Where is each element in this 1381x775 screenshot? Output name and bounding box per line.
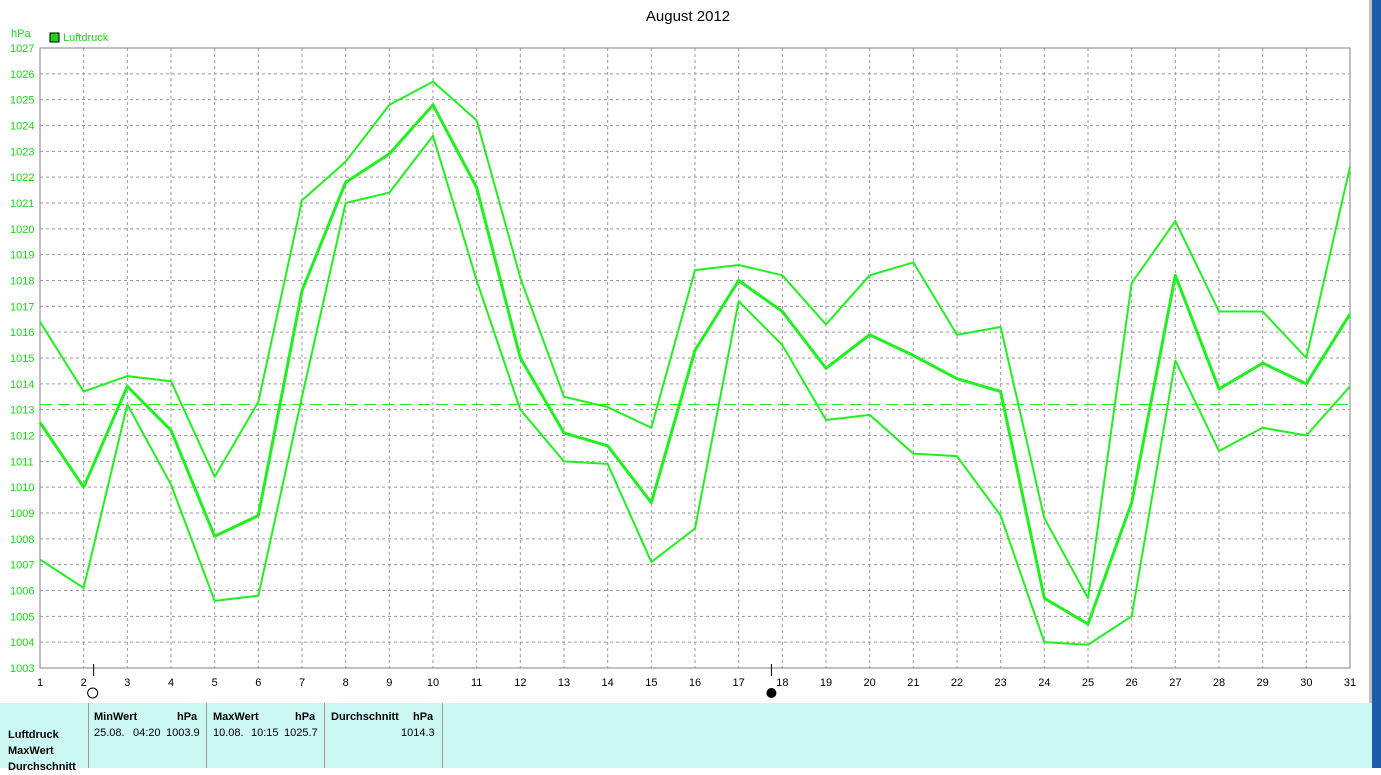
x-tick-label: 18 [776, 677, 788, 689]
stats-panel: Luftdruck MaxWert Durchschnitt MinWert h… [0, 703, 1372, 773]
x-tick-label: 25 [1082, 677, 1094, 689]
x-tick-labels: 1 2 3 4 5 6 7 8 9 10 11 12 13 14 15 16 17 18 19 20 21 22 23 24 2… [37, 677, 1356, 689]
min-value: 1003.9 [166, 727, 200, 739]
legend-label: Luftdruck [63, 32, 109, 44]
y-tick-label: 1022 [10, 172, 34, 184]
row-label-luftdruck: Luftdruck [8, 729, 59, 741]
x-tick-label: 12 [514, 677, 526, 689]
x-tick-label: 27 [1169, 677, 1181, 689]
y-tick-label: 1025 [10, 95, 34, 107]
y-tick-label: 1027 [10, 43, 34, 55]
x-tick-label: 1 [37, 677, 43, 689]
grid [39, 47, 1351, 669]
x-tick-label: 30 [1300, 677, 1312, 689]
x-tick-label: 26 [1126, 677, 1138, 689]
max-date: 10.08. [213, 727, 244, 739]
y-tick-label: 1023 [10, 146, 34, 158]
min-date: 25.08. [94, 727, 125, 739]
max-unit: hPa [295, 711, 316, 723]
y-tick-label: 1011 [10, 456, 34, 468]
y-tick-label: 1018 [10, 276, 34, 288]
x-tick-label: 23 [995, 677, 1007, 689]
filled-circle-marker [766, 688, 777, 698]
series-line-min [39, 134, 1351, 646]
y-tick-label: 1003 [10, 663, 34, 675]
min-time: 04:20 [133, 727, 161, 739]
y-tick-label: 1019 [10, 250, 34, 262]
series-line-mean [38, 103, 1352, 626]
x-tick-label: 22 [951, 677, 963, 689]
legend-swatch [49, 32, 60, 43]
x-tick-label: 8 [343, 677, 349, 689]
x-tick-label: 21 [907, 677, 919, 689]
y-tick-label: 1015 [10, 353, 34, 365]
y-tick-label: 1008 [10, 534, 34, 546]
y-axis-unit: hPa [11, 28, 31, 40]
avg-box: Durchschnitt hPa 1014.3 [324, 703, 443, 768]
day-markers [87, 664, 777, 699]
window-edge [1369, 0, 1372, 768]
x-tick-label: 19 [820, 677, 832, 689]
x-tick-label: 2 [81, 677, 87, 689]
y-tick-label: 1004 [10, 637, 34, 649]
x-tick-label: 7 [299, 677, 305, 689]
y-tick-labels: 1003 1004 1005 1006 1007 1008 1009 1010 1011 1012… [10, 43, 34, 675]
x-tick-label: 14 [602, 677, 614, 689]
y-tick-label: 1010 [10, 482, 34, 494]
row-label-durchschnitt: Durchschnitt [8, 761, 76, 773]
x-tick-label: 16 [689, 677, 701, 689]
y-tick-label: 1013 [10, 405, 34, 417]
series-lines [38, 80, 1352, 646]
row-label-maxwert: MaxWert [8, 745, 54, 757]
y-tick-label: 1016 [10, 327, 34, 339]
min-box: MinWert hPa 25.08. 04:20 1003.9 [88, 703, 206, 768]
series-line-max [39, 80, 1351, 600]
x-tick-label: 4 [168, 677, 174, 689]
x-tick-label: 9 [386, 677, 392, 689]
x-tick-label: 29 [1257, 677, 1269, 689]
y-tick-label: 1021 [10, 198, 34, 210]
max-value: 1025.7 [284, 727, 318, 739]
avg-value: 1014.3 [401, 727, 435, 739]
open-circle-marker [87, 687, 99, 699]
x-tick-label: 28 [1213, 677, 1225, 689]
x-tick-label: 24 [1038, 677, 1050, 689]
x-tick-label: 20 [864, 677, 876, 689]
y-tick-label: 1009 [10, 508, 34, 520]
x-tick-label: 10 [427, 677, 439, 689]
window-edge-blue [1372, 0, 1381, 768]
x-tick-label: 5 [212, 677, 218, 689]
x-tick-label: 15 [645, 677, 657, 689]
y-tick-label: 1026 [10, 69, 34, 81]
x-tick-label: 11 [471, 677, 482, 689]
y-tick-label: 1017 [10, 301, 34, 313]
y-tick-label: 1020 [10, 224, 34, 236]
avg-header: Durchschnitt [331, 711, 399, 723]
max-box: MaxWert hPa 10.08. 10:15 1025.7 [206, 703, 324, 768]
x-tick-label: 17 [733, 677, 745, 689]
pressure-chart: August 2012 hPa Luftdruck 10031004100510… [10, 8, 1356, 699]
chart-title: August 2012 [646, 8, 730, 25]
avg-unit: hPa [413, 711, 434, 723]
y-tick-label: 1024 [10, 121, 34, 133]
y-tick-label: 1012 [10, 431, 34, 443]
x-tick-label: 3 [124, 677, 130, 689]
y-tick-label: 1005 [10, 611, 34, 623]
max-header: MaxWert [213, 711, 259, 723]
min-unit: hPa [177, 711, 198, 723]
x-tick-label: 6 [255, 677, 261, 689]
x-tick-label: 31 [1344, 677, 1356, 689]
y-tick-label: 1006 [10, 586, 34, 598]
y-tick-label: 1014 [10, 379, 34, 391]
x-tick-label: 13 [558, 677, 570, 689]
y-tick-label: 1007 [10, 560, 34, 572]
min-header: MinWert [94, 711, 138, 723]
max-time: 10:15 [251, 727, 279, 739]
